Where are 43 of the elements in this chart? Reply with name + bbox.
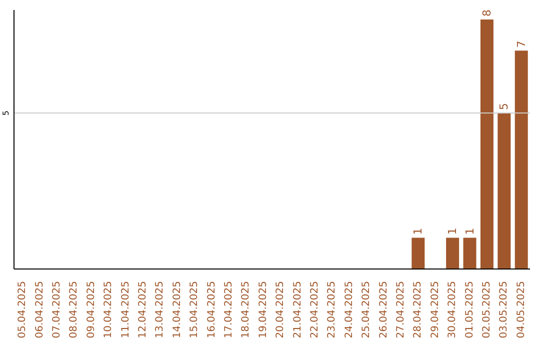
bar [514,50,528,269]
x-tick-label: 27.04.2025 [396,281,406,338]
x-tick-label: 19.04.2025 [258,281,269,338]
data-label: 1 [412,228,425,235]
bar [498,113,511,269]
x-tick-label: 05.04.2025 [17,281,28,338]
x-tick-label: 18.04.2025 [240,281,252,338]
data-label: 8 [480,9,494,16]
x-tick-label: 29.04.2025 [430,281,441,338]
x-tick-label: 12.04.2025 [138,281,148,338]
x-tick-label: 03.05.2025 [498,281,510,338]
x-tick-label: 01.05.2025 [464,281,476,338]
x-tick-label: 11.04.2025 [120,281,132,338]
x-tick-label: 15.04.2025 [189,281,200,338]
x-tick-label: 26.04.2025 [378,281,390,338]
x-tick-label: 07.04.2025 [52,281,62,338]
x-tick-label: 10.04.2025 [103,281,114,338]
x-tick-label: 13.04.2025 [154,281,166,338]
x-tick-label: 20.04.2025 [275,281,286,338]
x-tick-label: 28.04.2025 [412,281,424,338]
x-tick-label: 04.05.2025 [516,281,527,338]
bar [480,19,494,269]
data-label: 7 [514,40,528,48]
bar [463,238,476,269]
bar [446,238,460,269]
data-label: 1 [446,228,460,235]
data-label: 5 [498,103,511,110]
bar [412,238,425,269]
x-tick-label: 08.04.2025 [68,281,80,338]
x-tick-label: 22.04.2025 [310,281,320,338]
x-tick-label: 21.04.2025 [292,281,304,338]
x-tick-label: 14.04.2025 [172,281,183,338]
x-tick-label: 02.05.2025 [482,281,492,338]
ref-line-label: 5 [2,110,10,116]
x-tick-label: 06.04.2025 [34,281,46,338]
x-tick-label: 30.04.2025 [447,281,458,338]
x-tick-label: 17.04.2025 [224,281,234,338]
x-tick-label: 09.04.2025 [86,281,97,338]
x-tick-label: 23.04.2025 [326,281,338,338]
data-label: 1 [463,228,476,235]
x-tick-label: 24.04.2025 [344,281,355,338]
x-tick-label: 16.04.2025 [206,281,218,338]
x-tick-label: 25.04.2025 [361,281,372,338]
